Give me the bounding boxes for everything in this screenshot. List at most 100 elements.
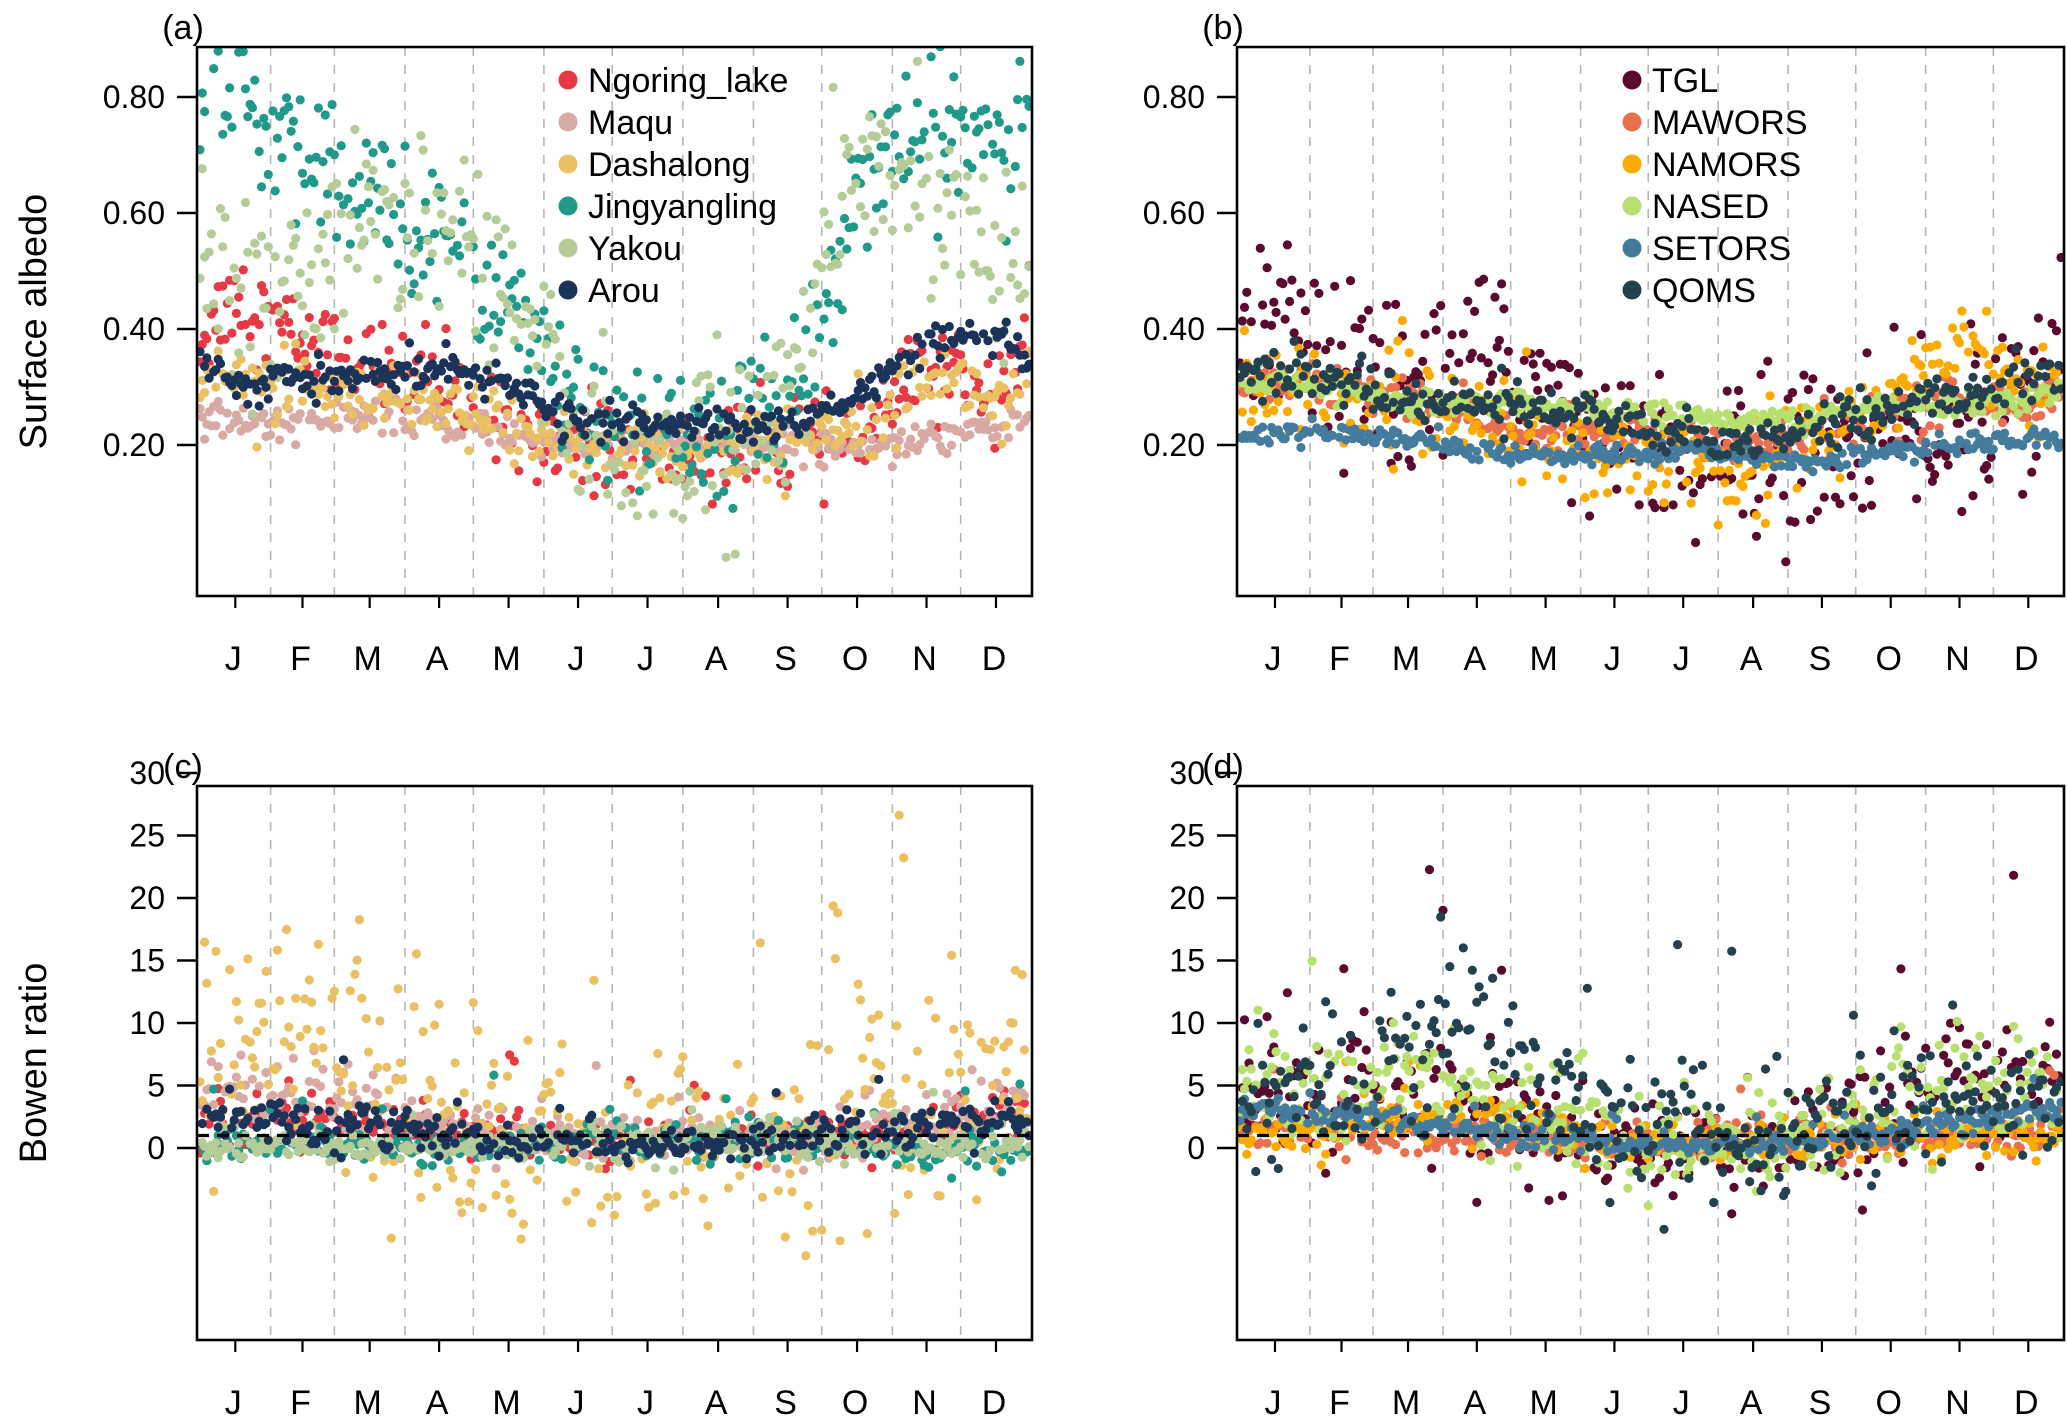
data-point: [1488, 432, 1498, 442]
y-tick-label: 0.40: [1143, 311, 1205, 347]
data-point: [1357, 429, 1367, 439]
data-point: [245, 1037, 255, 1047]
data-point: [468, 234, 478, 244]
data-point: [537, 397, 547, 407]
data-point: [1636, 409, 1647, 419]
data-point: [1008, 258, 1018, 269]
data-point: [675, 411, 686, 421]
data-point: [1650, 418, 1660, 428]
data-point: [1341, 389, 1351, 399]
data-point: [1006, 393, 1016, 403]
data-point: [457, 430, 467, 440]
data-point: [589, 381, 599, 391]
data-point: [1280, 434, 1290, 444]
data-point: [1024, 359, 1032, 369]
data-point: [441, 323, 451, 334]
data-point: [910, 201, 920, 211]
data-point: [808, 1226, 818, 1236]
data-point: [1555, 406, 1565, 416]
data-point: [899, 174, 909, 184]
data-point: [1255, 243, 1265, 253]
data-point: [1010, 161, 1020, 172]
data-point: [1262, 263, 1272, 273]
data-point: [464, 380, 474, 390]
data-point: [509, 419, 519, 429]
data-point: [760, 332, 770, 342]
data-point: [250, 419, 260, 429]
data-point: [318, 1064, 328, 1074]
data-point: [439, 188, 449, 198]
data-point: [901, 1073, 911, 1083]
data-point: [892, 443, 902, 453]
data-point: [1370, 380, 1380, 390]
data-point: [1357, 351, 1367, 361]
data-point: [1359, 437, 1369, 447]
data-point: [1754, 494, 1764, 504]
y-tick-label: 0.80: [103, 79, 165, 115]
data-point: [377, 391, 387, 401]
data-point: [423, 1094, 433, 1104]
data-point: [291, 339, 301, 349]
data-point: [1585, 511, 1595, 521]
data-point: [482, 416, 492, 426]
data-point: [2045, 359, 2055, 369]
data-point: [411, 226, 421, 236]
data-point: [234, 348, 244, 358]
data-point: [1472, 446, 1482, 456]
data-point: [1598, 445, 1608, 455]
data-point: [427, 404, 437, 414]
data-point: [1733, 455, 1744, 465]
data-point: [956, 350, 966, 360]
data-point: [862, 1120, 872, 1130]
x-tick-label: F: [1329, 640, 1350, 678]
data-point: [940, 260, 950, 270]
data-point: [789, 447, 800, 457]
data-point: [860, 211, 870, 221]
data-point: [373, 1090, 383, 1100]
data-point: [944, 105, 954, 115]
data-point: [1654, 454, 1665, 465]
data-point: [254, 1081, 264, 1091]
data-point: [1986, 452, 1996, 462]
data-point: [1848, 415, 1859, 425]
data-point: [746, 356, 756, 366]
data-point: [1262, 386, 1272, 396]
data-point: [951, 1094, 961, 1104]
data-point: [250, 313, 260, 323]
data-point: [985, 271, 995, 281]
data-point: [1273, 372, 1283, 382]
y-tick-label: 0.20: [103, 427, 165, 463]
data-point: [915, 154, 925, 164]
data-point: [395, 1058, 405, 1068]
data-point: [1449, 421, 1459, 432]
data-point: [940, 1102, 950, 1112]
data-point: [1325, 363, 1335, 373]
data-point: [402, 233, 412, 243]
data-point: [1835, 499, 1845, 509]
data-point: [603, 1192, 613, 1202]
data-point: [238, 390, 248, 400]
data-point: [1803, 384, 1813, 395]
data-point: [933, 203, 943, 213]
data-point: [259, 287, 269, 297]
data-point: [1715, 466, 1725, 476]
data-point: [1663, 403, 1674, 414]
data-point: [869, 226, 879, 237]
data-point: [1972, 383, 1983, 393]
data-point: [400, 141, 410, 151]
data-point: [236, 1080, 246, 1090]
data-point: [1763, 490, 1773, 500]
data-point: [942, 173, 952, 183]
data-point: [443, 256, 453, 266]
data-point: [1526, 429, 1536, 439]
data-point: [1918, 371, 1928, 381]
data-point: [496, 317, 506, 327]
data-point: [502, 408, 513, 418]
data-point: [1709, 436, 1719, 446]
data-point: [436, 366, 446, 376]
data-point: [284, 102, 294, 112]
data-point: [234, 370, 244, 380]
data-point: [300, 356, 310, 366]
data-point: [215, 358, 226, 369]
data-point: [518, 1219, 529, 1229]
